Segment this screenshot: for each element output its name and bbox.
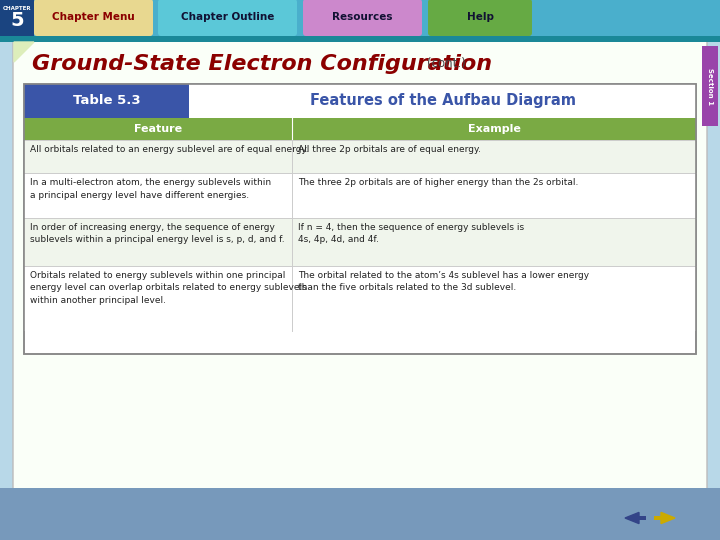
Text: In order of increasing energy, the sequence of energy
sublevels within a princip: In order of increasing energy, the seque… xyxy=(30,223,284,245)
Bar xyxy=(24,173,696,218)
Polygon shape xyxy=(661,512,675,524)
Polygon shape xyxy=(14,42,34,62)
FancyBboxPatch shape xyxy=(34,0,153,36)
Bar xyxy=(189,84,696,118)
Text: Resources: Resources xyxy=(332,12,392,22)
Text: If n = 4, then the sequence of energy sublevels is
4s, 4p, 4d, and 4f.: If n = 4, then the sequence of energy su… xyxy=(298,223,524,245)
Bar xyxy=(654,516,661,520)
Text: Feature: Feature xyxy=(134,124,182,134)
Text: Table 5.3: Table 5.3 xyxy=(73,94,140,107)
Text: 5: 5 xyxy=(10,10,24,30)
Bar xyxy=(24,84,696,354)
Bar xyxy=(702,46,718,126)
Text: All orbitals related to an energy sublevel are of equal energy.: All orbitals related to an energy sublev… xyxy=(30,145,308,154)
Text: Chapter Menu: Chapter Menu xyxy=(52,12,135,22)
Text: Example: Example xyxy=(467,124,521,134)
Bar xyxy=(24,84,696,354)
Text: The orbital related to the atom’s 4s sublevel has a lower energy
than the five o: The orbital related to the atom’s 4s sub… xyxy=(298,271,589,293)
Bar xyxy=(24,218,696,266)
FancyBboxPatch shape xyxy=(428,0,532,36)
Text: Help: Help xyxy=(467,12,493,22)
FancyBboxPatch shape xyxy=(158,0,297,36)
FancyBboxPatch shape xyxy=(303,0,422,36)
Text: Chapter Outline: Chapter Outline xyxy=(181,12,274,22)
Bar xyxy=(0,488,720,540)
Bar xyxy=(0,0,720,36)
Text: (cont.): (cont.) xyxy=(427,57,466,71)
Text: Ground-State Electron Configuration: Ground-State Electron Configuration xyxy=(32,54,492,74)
Bar xyxy=(0,0,34,36)
Bar xyxy=(24,84,189,118)
Text: In a multi-electron atom, the energy sublevels within
a principal energy level h: In a multi-electron atom, the energy sub… xyxy=(30,178,271,199)
Polygon shape xyxy=(625,512,639,524)
Text: The three 2p orbitals are of higher energy than the 2s orbital.: The three 2p orbitals are of higher ener… xyxy=(298,178,578,187)
Bar xyxy=(24,266,696,331)
Text: CHAPTER: CHAPTER xyxy=(3,6,31,11)
Bar xyxy=(24,118,696,140)
Text: Features of the Aufbau Diagram: Features of the Aufbau Diagram xyxy=(310,93,575,109)
Text: Section 1: Section 1 xyxy=(707,68,713,105)
Bar xyxy=(0,36,720,42)
Text: Orbitals related to energy sublevels within one principal
energy level can overl: Orbitals related to energy sublevels wit… xyxy=(30,271,307,305)
Text: All three 2p orbitals are of equal energy.: All three 2p orbitals are of equal energ… xyxy=(298,145,481,154)
FancyBboxPatch shape xyxy=(13,41,707,531)
Bar xyxy=(24,140,696,173)
Bar xyxy=(639,516,646,520)
